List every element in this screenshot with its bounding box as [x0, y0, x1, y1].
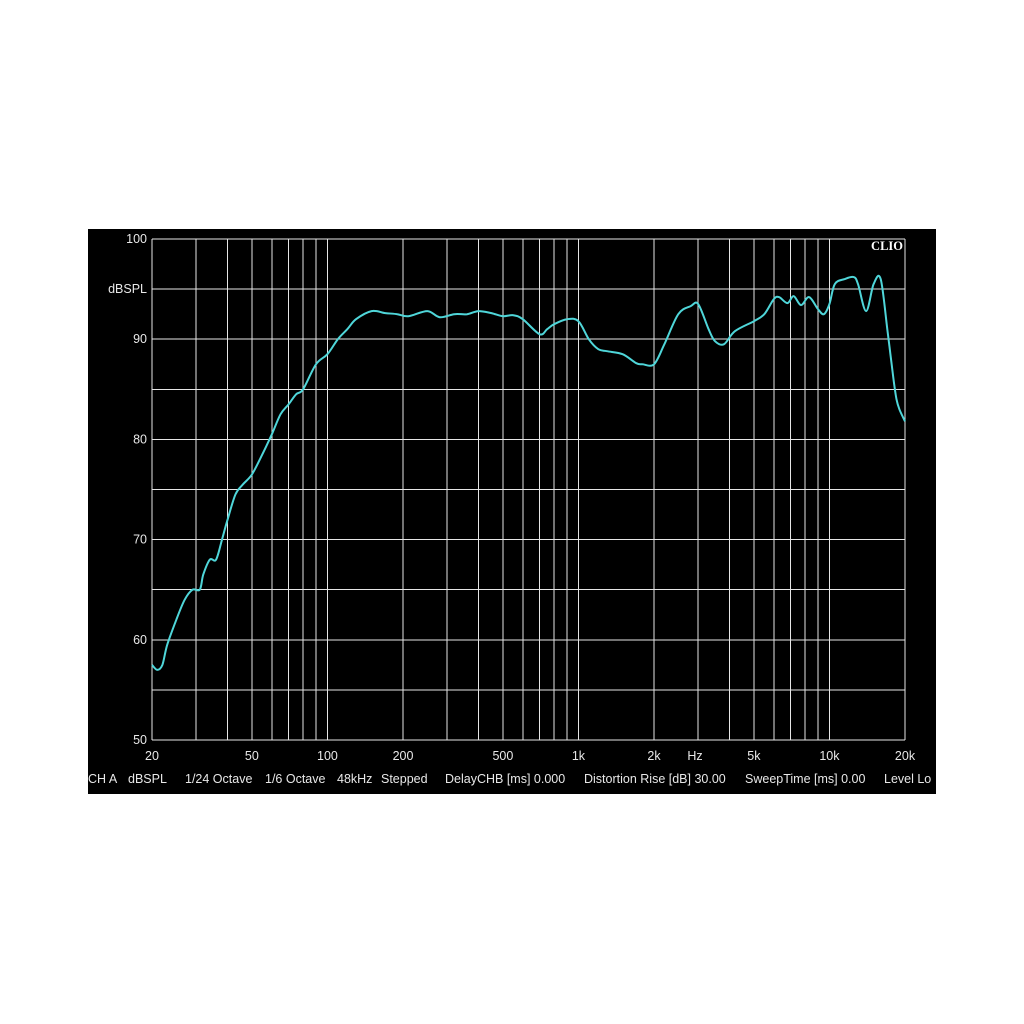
resolution-label: 1/24 Octave [185, 772, 253, 786]
y-axis-label: dBSPL [108, 282, 147, 296]
x-axis-label: Hz [687, 749, 702, 763]
x-tick-label: 20 [145, 749, 159, 763]
status-bar: CH A dBSPL 1/24 Octave 1/6 Octave 48kHz … [88, 770, 936, 792]
x-tick-label: 10k [819, 749, 840, 763]
x-tick-label: 2k [647, 749, 661, 763]
chart-panel: 100 90 80 70 60 50 20 50 100 200 500 1k 2k 5k 10k 20k d… [88, 229, 936, 794]
sweep-time-label: SweepTime [ms] 0.00 [745, 772, 866, 786]
x-tick-label: 100 [317, 749, 338, 763]
x-tick-label: 1k [572, 749, 586, 763]
x-tick-label: 5k [747, 749, 761, 763]
response-trace [151, 274, 906, 671]
clio-logo: CLIO [871, 239, 903, 253]
unit-label: dBSPL [128, 772, 167, 786]
grid [151, 238, 906, 741]
x-tick-label: 20k [895, 749, 916, 763]
distortion-rise-label: Distortion Rise [dB] 30.00 [584, 772, 726, 786]
axis-labels: 100 90 80 70 60 50 20 50 100 200 500 1k 2k 5k 10k 20k [126, 232, 916, 763]
y-tick-label: 100 [126, 232, 147, 246]
level-label: Level Lo [884, 772, 932, 786]
x-tick-label: 500 [492, 749, 513, 763]
x-tick-label: 50 [245, 749, 259, 763]
channel-label: CH A [88, 772, 118, 786]
delay-label: DelayCHB [ms] 0.000 [445, 772, 566, 786]
sample-rate-label: 48kHz [337, 772, 373, 786]
y-tick-label: 70 [133, 533, 147, 547]
mode-label: Stepped [381, 772, 428, 786]
x-tick-label: 200 [393, 749, 414, 763]
smoothing-label: 1/6 Octave [265, 772, 326, 786]
y-tick-label: 90 [133, 332, 147, 346]
frequency-response-chart: 100 90 80 70 60 50 20 50 100 200 500 1k 2k 5k 10k 20k d… [108, 232, 916, 763]
y-tick-label: 60 [133, 633, 147, 647]
y-tick-label: 50 [133, 733, 147, 747]
y-tick-label: 80 [133, 432, 147, 446]
